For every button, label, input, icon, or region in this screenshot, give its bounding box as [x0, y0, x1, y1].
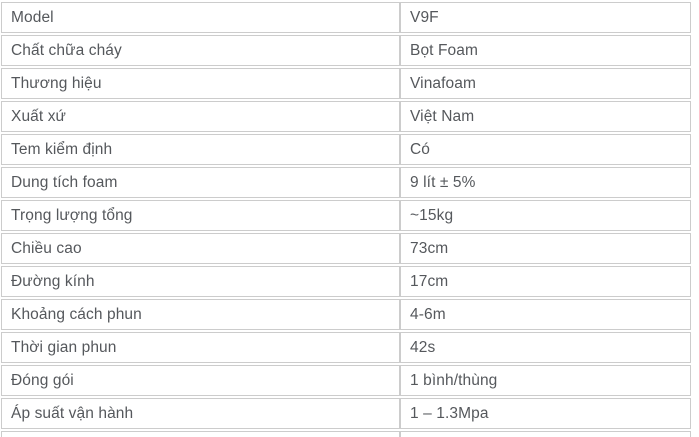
spec-value-cell: Có — [400, 134, 691, 165]
table-row: Chất chữa cháy Bọt Foam — [1, 35, 691, 66]
spec-value-cell: 42s — [400, 332, 691, 363]
table-row: Thương hiệu Vinafoam — [1, 68, 691, 99]
spec-label-cell: Thương hiệu — [1, 68, 400, 99]
spec-label-cell: Thời gian phun — [1, 332, 400, 363]
spec-value-cell: 73cm — [400, 233, 691, 264]
table-row-partial — [1, 431, 691, 437]
table-row: Model V9F — [1, 2, 691, 33]
table-row: Trọng lượng tổng ~15kg — [1, 200, 691, 231]
spec-label-cell — [1, 431, 400, 437]
table-row: Khoảng cách phun 4-6m — [1, 299, 691, 330]
table-row: Thời gian phun 42s — [1, 332, 691, 363]
spec-label-cell: Trọng lượng tổng — [1, 200, 400, 231]
spec-label-cell: Đường kính — [1, 266, 400, 297]
table-row: Tem kiểm định Có — [1, 134, 691, 165]
table-row: Chiều cao 73cm — [1, 233, 691, 264]
spec-value-cell: 17cm — [400, 266, 691, 297]
spec-label-cell: Đóng gói — [1, 365, 400, 396]
spec-label-cell: Áp suất vận hành — [1, 398, 400, 429]
spec-value-cell: Bọt Foam — [400, 35, 691, 66]
spec-value-cell: ~15kg — [400, 200, 691, 231]
spec-value-cell — [400, 431, 691, 437]
spec-value-cell: 1 – 1.3Mpa — [400, 398, 691, 429]
spec-label-cell: Tem kiểm định — [1, 134, 400, 165]
spec-label-cell: Dung tích foam — [1, 167, 400, 198]
table-row: Đường kính 17cm — [1, 266, 691, 297]
spec-value-cell: V9F — [400, 2, 691, 33]
table-row: Dung tích foam 9 lít ± 5% — [1, 167, 691, 198]
spec-value-cell: 4-6m — [400, 299, 691, 330]
spec-label-cell: Chất chữa cháy — [1, 35, 400, 66]
spec-value-cell: Việt Nam — [400, 101, 691, 132]
spec-value-cell: 9 lít ± 5% — [400, 167, 691, 198]
spec-label-cell: Model — [1, 2, 400, 33]
spec-label-cell: Chiều cao — [1, 233, 400, 264]
spec-label-cell: Xuất xứ — [1, 101, 400, 132]
spec-value-cell: 1 bình/thùng — [400, 365, 691, 396]
table-row: Xuất xứ Việt Nam — [1, 101, 691, 132]
table-row: Áp suất vận hành 1 – 1.3Mpa — [1, 398, 691, 429]
table-row: Đóng gói 1 bình/thùng — [1, 365, 691, 396]
spec-label-cell: Khoảng cách phun — [1, 299, 400, 330]
spec-value-cell: Vinafoam — [400, 68, 691, 99]
